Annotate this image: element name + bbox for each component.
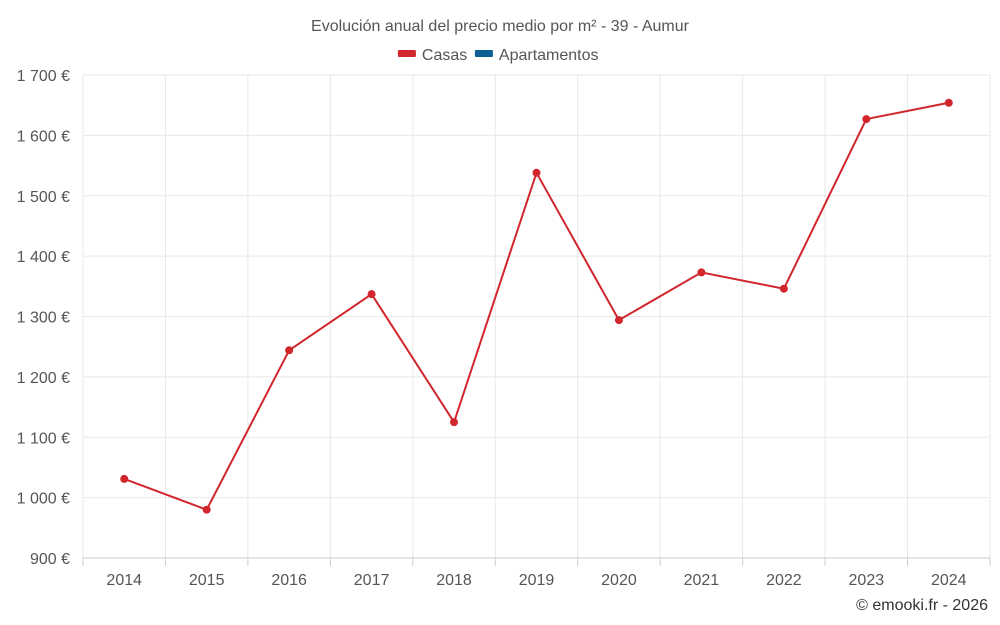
x-tick-label: 2024 xyxy=(931,572,967,589)
data-point[interactable] xyxy=(285,346,294,355)
y-tick-label: 1 700 € xyxy=(17,68,70,85)
legend-item-label[interactable]: Casas xyxy=(422,47,467,64)
y-tick-label: 1 000 € xyxy=(17,491,70,508)
x-tick-label: 2019 xyxy=(519,572,555,589)
y-gridlines xyxy=(83,74,990,499)
data-point[interactable] xyxy=(862,115,871,124)
x-axis-ticks: 2014 2015 2016 2017 2018 2019 2020 2021 2022 2023… xyxy=(106,572,966,589)
x-tick-label: 2021 xyxy=(684,572,720,589)
x-tick-label: 2022 xyxy=(766,572,802,589)
data-point[interactable] xyxy=(779,284,788,293)
y-tick-label: 1 100 € xyxy=(17,430,70,447)
x-tick-label: 2014 xyxy=(106,572,142,589)
x-tick-label: 2018 xyxy=(436,572,472,589)
series-group xyxy=(120,98,953,514)
data-point[interactable] xyxy=(944,98,953,107)
data-point[interactable] xyxy=(532,168,541,177)
y-tick-label: 1 300 € xyxy=(17,310,70,327)
y-tick-label: 1 600 € xyxy=(17,128,70,145)
x-tick-label: 2016 xyxy=(271,572,307,589)
chart-title: Evolución anual del precio medio por m² … xyxy=(311,18,690,35)
legend-item-label[interactable]: Apartamentos xyxy=(499,47,599,64)
data-point[interactable] xyxy=(202,505,211,514)
y-tick-label: 900 € xyxy=(30,551,70,568)
x-tick-label: 2023 xyxy=(849,572,885,589)
data-point[interactable] xyxy=(614,316,623,325)
legend-swatch xyxy=(474,50,493,57)
legend-swatch xyxy=(397,50,416,57)
x-gridlines xyxy=(82,75,991,566)
data-point[interactable] xyxy=(120,474,129,483)
data-point[interactable] xyxy=(450,418,459,427)
x-tick-label: 2017 xyxy=(354,572,390,589)
credit-text: © emooki.fr - 2026 xyxy=(856,597,988,614)
data-point[interactable] xyxy=(367,290,376,299)
y-tick-label: 1 200 € xyxy=(17,370,70,387)
y-tick-label: 1 500 € xyxy=(17,189,70,206)
x-tick-label: 2020 xyxy=(601,572,637,589)
x-tick-label: 2015 xyxy=(189,572,225,589)
data-point[interactable] xyxy=(697,268,706,277)
legend: Casas Apartamentos xyxy=(397,47,599,64)
y-tick-label: 1 400 € xyxy=(17,249,70,266)
y-axis-ticks: 900 € 1 000 € 1 100 € 1 200 € 1 300 € 1 400 €… xyxy=(17,68,70,568)
